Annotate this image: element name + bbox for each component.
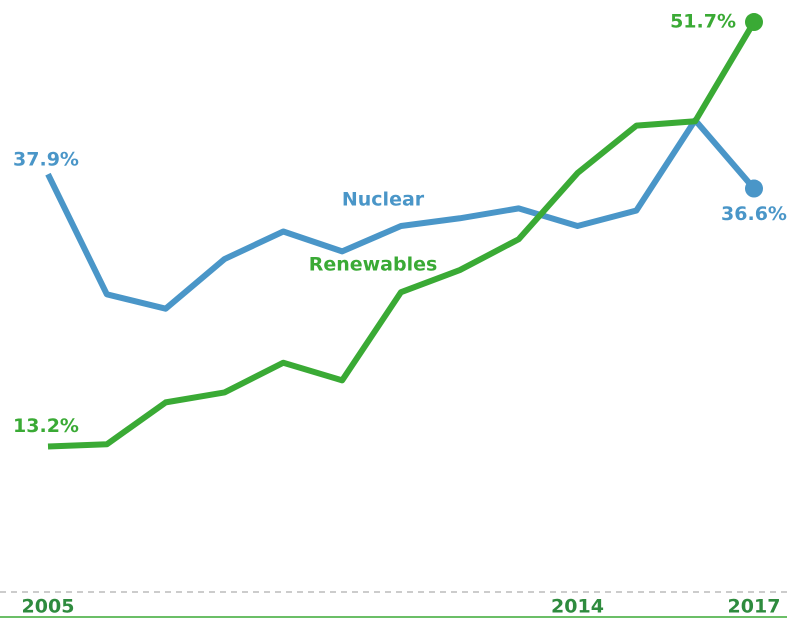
end-dot <box>745 179 763 198</box>
data-label: 51.7% <box>670 11 736 33</box>
data-label: 36.6% <box>721 203 787 225</box>
series-label: Nuclear <box>342 189 425 211</box>
line <box>47 20 757 450</box>
x-tick-label: 2017 <box>728 596 781 618</box>
data-label: 13.2% <box>13 415 79 437</box>
data-label: 37.9% <box>13 149 79 171</box>
x-tick-label: 2005 <box>22 596 75 618</box>
x-tick-label: 2014 <box>551 596 604 618</box>
end-dot <box>745 13 763 32</box>
line <box>45 117 757 312</box>
series-label: Renewables <box>309 254 438 276</box>
